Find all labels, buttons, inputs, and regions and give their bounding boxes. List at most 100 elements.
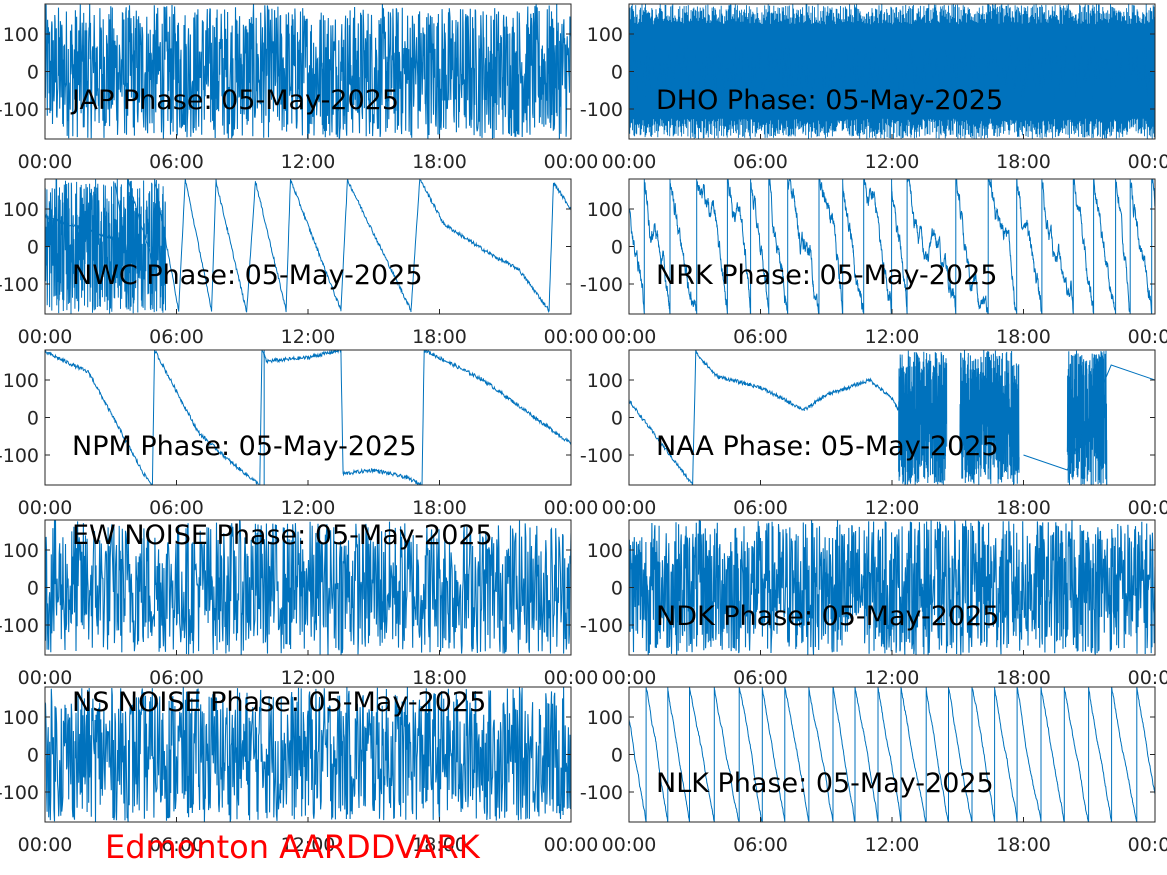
x-tick-label: 18:00 [996, 667, 1051, 689]
subplot-title: NWC Phase: 05-May-2025 [72, 260, 423, 291]
subplot-2: 100 0 -100 00:00 06:00 12:00 18:00 00:00 DHO Pha… [580, 3, 1167, 173]
y-tick-label: 100 [587, 199, 623, 221]
series-line [45, 4, 571, 139]
x-tick-label: 00:00 [18, 497, 73, 519]
subplot-title: NPM Phase: 05-May-2025 [72, 431, 417, 462]
x-tick-label: 00:00 [544, 667, 599, 689]
subplot-10: 100 0 -100 00:00 06:00 12:00 18:00 00:00 NLK Pha… [580, 686, 1167, 856]
x-tick-label: 12:00 [281, 667, 336, 689]
x-tick-label: 06:00 [149, 497, 204, 519]
x-tick-label: 18:00 [412, 834, 467, 856]
y-tick-label: 100 [3, 24, 39, 46]
y-tick-label: -100 [0, 615, 39, 637]
axes-box [44, 349, 572, 486]
subplot-5: 100 0 -100 00:00 06:00 12:00 18:00 00:00 NPM Pha… [0, 349, 599, 519]
x-tick-label: 00:00 [1128, 151, 1167, 173]
y-tick-label: -100 [580, 445, 623, 467]
series-line [629, 4, 1155, 139]
phase-trace [959, 350, 1020, 485]
y-tick-label: 0 [611, 578, 623, 600]
y-tick-label: 100 [587, 540, 623, 562]
phase-trace [629, 4, 1155, 139]
subplot-title: NRK Phase: 05-May-2025 [656, 260, 997, 291]
phase-trace [629, 520, 1155, 655]
y-tick-label: -100 [580, 782, 623, 804]
y-tick-label: -100 [0, 99, 39, 121]
x-tick-label: 18:00 [412, 326, 467, 348]
subplot-1: 100 0 -100 00:00 06:00 12:00 18:00 00:00 JAP Pha… [0, 3, 599, 173]
x-tick-label: 00:00 [1128, 667, 1167, 689]
phase-trace [629, 41, 1155, 102]
phase-trace [898, 350, 948, 485]
y-tick-label: 0 [611, 62, 623, 84]
phase-trace [1066, 350, 1108, 485]
x-tick-label: 12:00 [865, 151, 920, 173]
x-tick-label: 06:00 [733, 667, 788, 689]
subplot-8: 100 0 -100 00:00 06:00 12:00 18:00 00:00 NDK Pha… [580, 519, 1167, 689]
subplot-title: NAA Phase: 05-May-2025 [656, 431, 999, 462]
y-tick-label: 0 [611, 408, 623, 430]
y-tick-label: 0 [611, 745, 623, 767]
y-tick-label: -100 [580, 99, 623, 121]
y-tick-label: -100 [0, 782, 39, 804]
x-tick-label: 06:00 [149, 667, 204, 689]
x-tick-label: 00:00 [602, 326, 657, 348]
phase-trace [45, 350, 571, 485]
series-line [45, 350, 571, 485]
x-tick-label: 00:00 [544, 834, 599, 856]
x-tick-label: 00:00 [602, 667, 657, 689]
y-tick-label: 100 [3, 199, 39, 221]
y-tick-label: -100 [0, 445, 39, 467]
x-tick-label: 18:00 [412, 151, 467, 173]
x-tick-label: 00:00 [1128, 326, 1167, 348]
phase-trace [629, 350, 900, 485]
x-tick-label: 18:00 [996, 497, 1051, 519]
x-tick-label: 00:00 [544, 497, 599, 519]
x-tick-label: 12:00 [281, 326, 336, 348]
x-tick-label: 12:00 [281, 834, 336, 856]
phase-trace [45, 687, 571, 822]
subplot-3: 100 0 -100 00:00 06:00 12:00 18:00 00:00 NWC Pha… [0, 178, 598, 348]
x-tick-label: 12:00 [281, 151, 336, 173]
subplot-6: 100 0 -100 00:00 06:00 12:00 18:00 00:00 NAA Pha… [580, 349, 1167, 519]
y-tick-label: 0 [27, 578, 39, 600]
phase-trace [629, 179, 1155, 314]
x-tick-label: 00:00 [544, 326, 599, 348]
series-line [629, 179, 1155, 314]
phase-trace [629, 687, 1155, 822]
subplot-9: 100 0 -100 00:00 06:00 12:00 18:00 00:00 NS NOIS… [0, 686, 599, 856]
series-line [45, 179, 571, 314]
x-tick-label: 12:00 [281, 497, 336, 519]
phase-trace [45, 4, 571, 139]
x-tick-label: 06:00 [733, 834, 788, 856]
x-tick-label: 00:00 [602, 497, 657, 519]
phase-trace [45, 520, 571, 655]
series-line [45, 687, 571, 822]
phase-trace [45, 179, 166, 314]
x-tick-label: 00:00 [18, 151, 73, 173]
series-line [629, 520, 1155, 655]
y-tick-label: 0 [611, 237, 623, 259]
x-tick-label: 00:00 [602, 151, 657, 173]
x-tick-label: 18:00 [996, 151, 1051, 173]
y-tick-label: 0 [27, 745, 39, 767]
x-tick-label: 00:00 [18, 326, 73, 348]
subplot-4: 100 0 -100 00:00 06:00 12:00 18:00 00:00 NRK Pha… [580, 178, 1167, 348]
subplot-7: 100 0 -100 00:00 06:00 12:00 18:00 00:00 EW NOIS… [0, 519, 599, 689]
x-tick-label: 18:00 [412, 667, 467, 689]
x-tick-label: 00:00 [544, 151, 599, 173]
x-tick-label: 12:00 [865, 326, 920, 348]
y-tick-label: -100 [580, 615, 623, 637]
x-tick-label: 06:00 [149, 151, 204, 173]
subplot-title: JAP Phase: 05-May-2025 [70, 85, 399, 116]
y-tick-label: 100 [587, 370, 623, 392]
x-tick-label: 06:00 [733, 326, 788, 348]
x-tick-label: 12:00 [865, 834, 920, 856]
series-line [45, 520, 571, 655]
x-tick-label: 12:00 [865, 667, 920, 689]
y-tick-label: 0 [27, 408, 39, 430]
x-tick-label: 00:00 [18, 667, 73, 689]
y-tick-label: 100 [587, 24, 623, 46]
subplot-title: DHO Phase: 05-May-2025 [656, 85, 1003, 116]
